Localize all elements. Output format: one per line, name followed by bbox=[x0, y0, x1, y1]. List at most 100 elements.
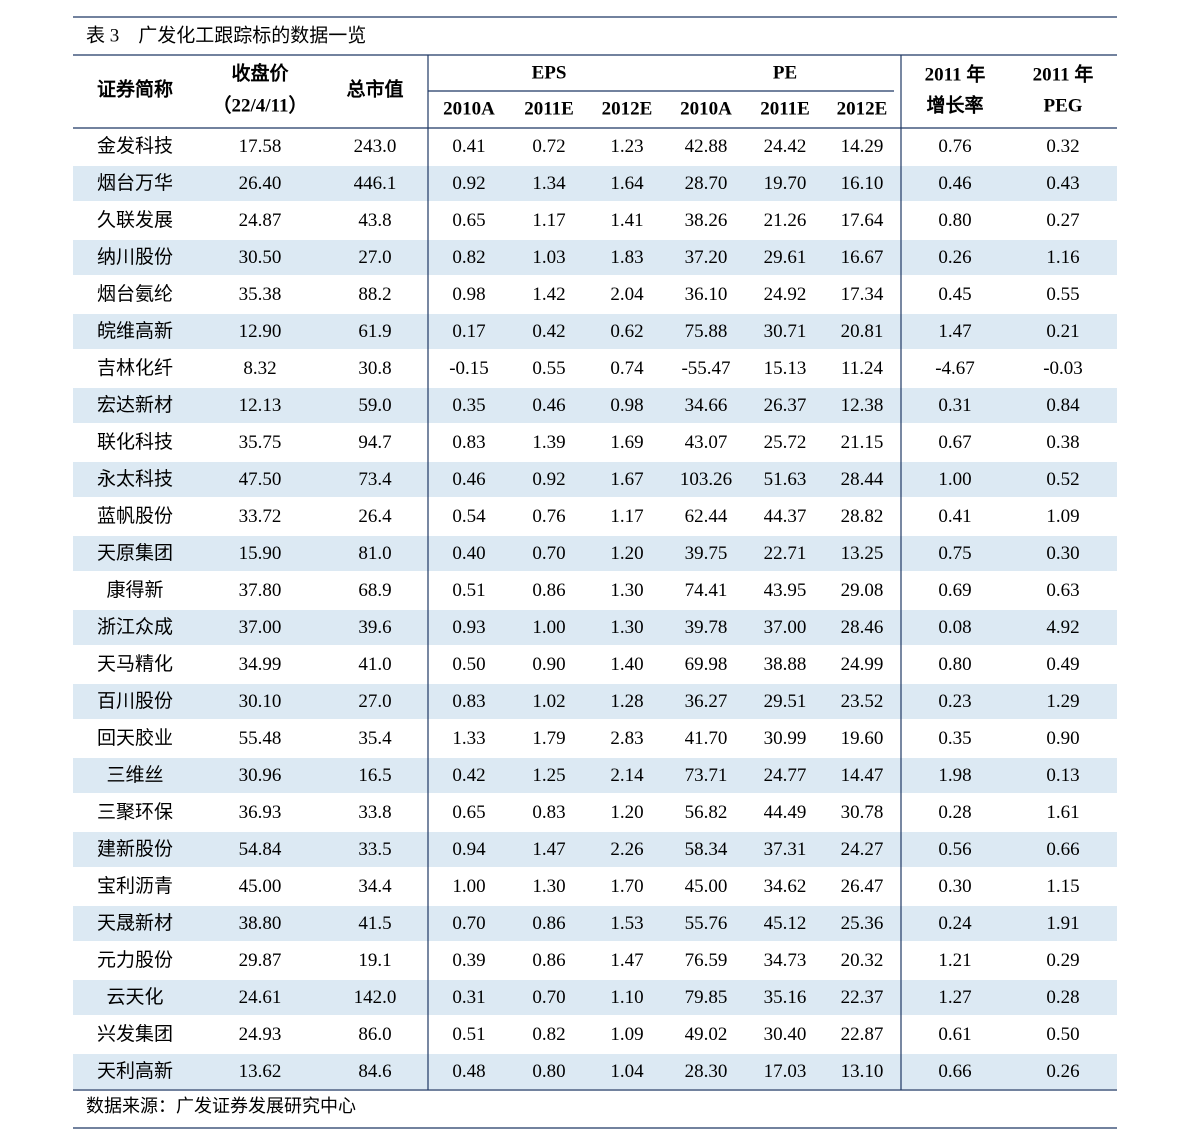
table-cell: 1.17 bbox=[610, 506, 643, 527]
table-cell: 15.13 bbox=[764, 358, 807, 379]
table-cell: 28.70 bbox=[685, 173, 728, 194]
table-cell: 23.52 bbox=[841, 691, 884, 712]
table-cell: 73.4 bbox=[358, 469, 392, 490]
table-cell: 103.26 bbox=[680, 469, 732, 490]
table-cell: 1.16 bbox=[1046, 247, 1079, 268]
table-cell: 29.87 bbox=[239, 950, 282, 971]
row-label: 久联发展 bbox=[97, 209, 173, 231]
row-label: 天原集团 bbox=[97, 542, 173, 564]
table-cell: 11.24 bbox=[841, 358, 884, 379]
table-cell: 446.1 bbox=[354, 173, 397, 194]
table-cell: 86.0 bbox=[358, 1024, 391, 1045]
table-cell: 37.20 bbox=[685, 247, 728, 268]
row-label: 皖维高新 bbox=[97, 320, 173, 342]
table-cell: 0.86 bbox=[532, 913, 565, 934]
table-cell: 61.9 bbox=[358, 321, 391, 342]
table-cell: 0.54 bbox=[452, 506, 486, 527]
table-cell: 0.82 bbox=[532, 1024, 565, 1045]
table-cell: 0.69 bbox=[938, 580, 971, 601]
table-cell: 22.37 bbox=[841, 987, 884, 1008]
table-cell: 49.02 bbox=[685, 1024, 728, 1045]
table-cell: 0.46 bbox=[452, 469, 485, 490]
row-label: 宝利沥青 bbox=[97, 875, 173, 897]
table-cell: 30.99 bbox=[764, 728, 807, 749]
table-cell: 1.34 bbox=[532, 173, 566, 194]
table-cell: 16.67 bbox=[841, 247, 884, 268]
table-cell: 24.77 bbox=[764, 765, 807, 786]
table-cell: 34.66 bbox=[685, 395, 728, 416]
table-cell: 0.26 bbox=[938, 247, 971, 268]
table-cell: 0.46 bbox=[532, 395, 565, 416]
table-cell: 0.70 bbox=[532, 543, 565, 564]
table-cell: 0.82 bbox=[452, 247, 485, 268]
header-cell: （22/4/11） bbox=[212, 93, 307, 116]
table-cell: 0.83 bbox=[452, 432, 485, 453]
table-cell: 0.51 bbox=[452, 580, 485, 601]
table-cell: 0.92 bbox=[532, 469, 565, 490]
table-cell: 1.27 bbox=[938, 987, 971, 1008]
row-label: 蓝帆股份 bbox=[97, 505, 173, 527]
table-cell: 26.4 bbox=[358, 506, 392, 527]
table-cell: 0.90 bbox=[532, 654, 565, 675]
table-cell: 44.37 bbox=[764, 506, 807, 527]
table-cell: 0.08 bbox=[938, 617, 971, 638]
table-cell: 1.79 bbox=[532, 728, 565, 749]
table-cell: 26.37 bbox=[764, 395, 807, 416]
table-cell: 0.30 bbox=[938, 876, 971, 897]
table-cell: 38.88 bbox=[764, 654, 807, 675]
table-cell: 47.50 bbox=[239, 469, 282, 490]
table-cell: 45.00 bbox=[239, 876, 282, 897]
header-cell: 2011E bbox=[760, 98, 810, 119]
table-cell: 24.61 bbox=[239, 987, 282, 1008]
table-cell: 28.30 bbox=[685, 1061, 728, 1082]
row-label: 三聚环保 bbox=[97, 801, 173, 823]
table-cell: 0.98 bbox=[452, 284, 485, 305]
table-cell: 36.10 bbox=[685, 284, 728, 305]
table-cell: 45.12 bbox=[764, 913, 807, 934]
table-cell: 27.0 bbox=[358, 247, 391, 268]
table-cell: 19.70 bbox=[764, 173, 807, 194]
table-cell: 1.61 bbox=[1046, 802, 1079, 823]
table-cell: 12.90 bbox=[239, 321, 282, 342]
table-cell: 0.65 bbox=[452, 802, 485, 823]
table-cell: 0.62 bbox=[610, 321, 643, 342]
table-cell: 30.50 bbox=[239, 247, 282, 268]
row-shading bbox=[73, 684, 1117, 719]
table-cell: 16.10 bbox=[841, 173, 884, 194]
table-cell: 1.04 bbox=[610, 1061, 644, 1082]
table-cell: 0.41 bbox=[938, 506, 971, 527]
table-cell: 1.98 bbox=[938, 765, 971, 786]
table-cell: 28.46 bbox=[841, 617, 884, 638]
row-label: 三维丝 bbox=[106, 764, 163, 786]
table-cell: 37.80 bbox=[239, 580, 282, 601]
table-cell: 0.40 bbox=[452, 543, 485, 564]
table-cell: 0.93 bbox=[452, 617, 485, 638]
table-cell: 94.7 bbox=[358, 432, 391, 453]
table-cell: 1.20 bbox=[610, 543, 643, 564]
table-cell: 20.81 bbox=[841, 321, 884, 342]
row-label: 纳川股份 bbox=[97, 246, 173, 268]
table-cell: 0.83 bbox=[532, 802, 565, 823]
table-cell: 68.9 bbox=[358, 580, 391, 601]
table-cell: 17.34 bbox=[841, 284, 884, 305]
row-label: 兴发集团 bbox=[97, 1023, 173, 1045]
row-label: 永太科技 bbox=[97, 468, 173, 490]
table-cell: 43.95 bbox=[764, 580, 807, 601]
table-cell: 1.10 bbox=[610, 987, 643, 1008]
table-cell: 0.70 bbox=[452, 913, 485, 934]
table-cell: 1.00 bbox=[452, 876, 485, 897]
table-cell: 37.31 bbox=[764, 839, 807, 860]
source-note: 数据来源：广发证券发展研究中心 bbox=[86, 1096, 356, 1116]
row-label: 云天化 bbox=[106, 986, 163, 1008]
table-cell: 0.86 bbox=[532, 580, 565, 601]
table-cell: 34.4 bbox=[358, 876, 392, 897]
table-cell: 0.92 bbox=[452, 173, 485, 194]
table-cell: 30.78 bbox=[841, 802, 884, 823]
table-cell: 1.03 bbox=[532, 247, 565, 268]
header-cell: 2011 年 bbox=[925, 62, 986, 85]
table-cell: 8.32 bbox=[243, 358, 276, 379]
row-label: 建新股份 bbox=[97, 838, 173, 860]
table-cell: 34.99 bbox=[239, 654, 282, 675]
table-cell: 37.00 bbox=[239, 617, 282, 638]
table-cell: 0.70 bbox=[532, 987, 565, 1008]
